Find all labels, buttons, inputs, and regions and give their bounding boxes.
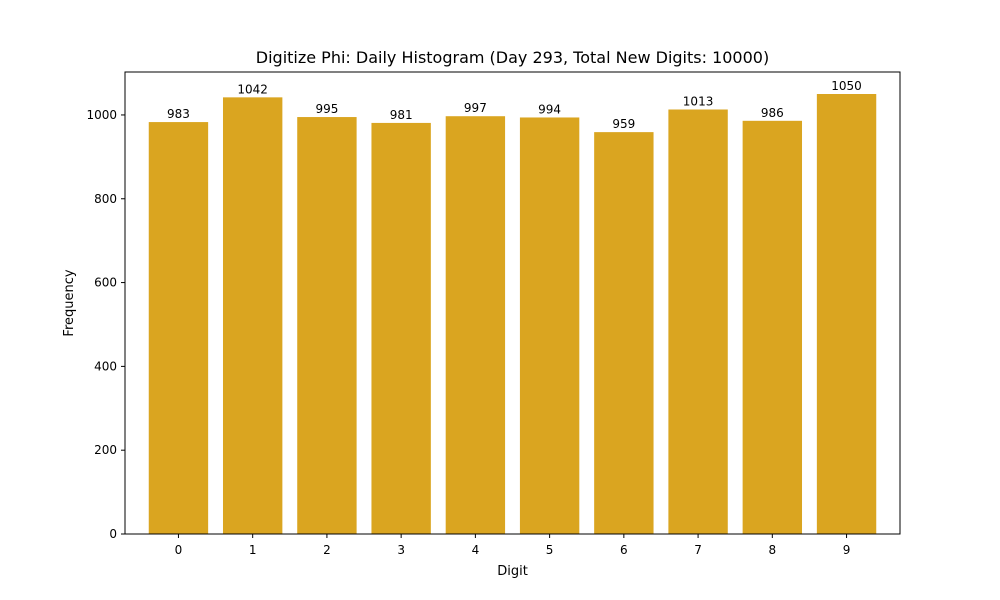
y-axis-label: Frequency	[62, 269, 77, 336]
x-axis: 0 1 2 3 4 5 6 7 8 9	[175, 534, 851, 557]
bar-value-label: 1013	[683, 95, 714, 109]
y-tick-label: 200	[94, 443, 117, 457]
bar-value-label: 959	[612, 117, 635, 131]
bar-digit-5	[519, 117, 580, 534]
bar-value-label: 997	[464, 101, 487, 115]
bar-value-label: 981	[390, 108, 413, 122]
x-tick-label: 2	[323, 543, 331, 557]
y-axis: 0 200 400 600 800 1000	[86, 108, 125, 541]
bar-digit-0	[148, 122, 209, 535]
x-tick-label: 8	[768, 543, 776, 557]
bar-digit-8	[742, 120, 803, 535]
y-tick-label: 400	[94, 359, 117, 373]
x-tick-label: 4	[472, 543, 480, 557]
plot-frame	[124, 71, 901, 535]
bar-value-label: 986	[761, 106, 784, 120]
bar-value-label: 983	[167, 107, 190, 121]
data-labels-group: 983 1042 995 981 997 994 959 1013 986 1050	[167, 79, 862, 131]
y-tick-label: 800	[94, 192, 117, 206]
bar-value-label: 1050	[831, 79, 862, 93]
y-tick-label: 1000	[86, 108, 117, 122]
y-tick-label: 0	[109, 527, 117, 541]
x-tick-label: 6	[620, 543, 628, 557]
chart-title: Digitize Phi: Daily Histogram (Day 293, …	[256, 48, 769, 67]
x-tick-label: 1	[249, 543, 257, 557]
bar-value-label: 994	[538, 102, 561, 116]
bar-digit-9	[816, 94, 877, 534]
bar-digit-1	[222, 97, 283, 534]
x-tick-label: 5	[546, 543, 554, 557]
bar-digit-2	[297, 117, 357, 535]
bar-digit-6	[594, 132, 654, 534]
x-tick-label: 3	[397, 543, 405, 557]
x-tick-label: 9	[843, 543, 851, 557]
bar-value-label: 995	[315, 102, 338, 116]
bar-digit-4	[445, 116, 506, 534]
x-tick-label: 0	[175, 543, 183, 557]
y-tick-label: 600	[94, 276, 117, 290]
bar-digit-7	[668, 109, 728, 534]
x-tick-label: 7	[694, 543, 702, 557]
bars-group	[148, 94, 877, 535]
x-axis-label: Digit	[497, 564, 528, 579]
bar-value-label: 1042	[237, 82, 268, 96]
bar-digit-3	[371, 122, 431, 535]
